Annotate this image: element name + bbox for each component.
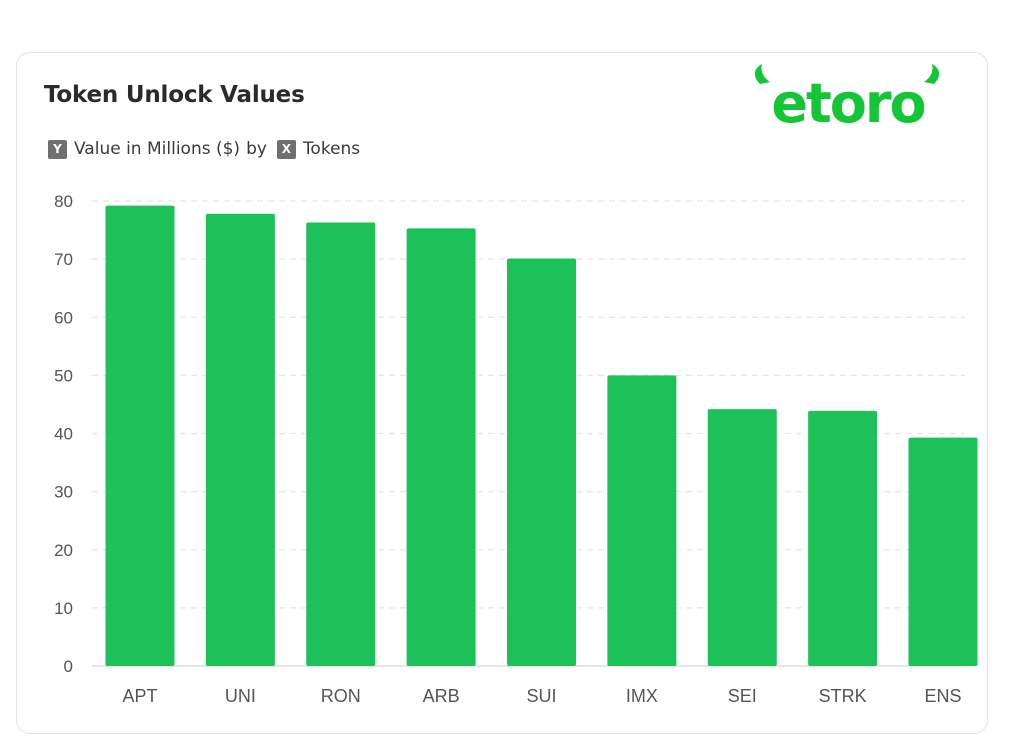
logo-wordmark: etoro: [771, 72, 924, 132]
chart-title: Token Unlock Values: [44, 82, 305, 108]
axis-legend: Y Value in Millions ($) by X Tokens: [48, 139, 360, 159]
y-tick-label: 80: [54, 192, 73, 211]
x-tick-label: SUI: [526, 686, 556, 706]
logo-left-horn: [754, 64, 770, 84]
x-tick-label: ENS: [924, 686, 961, 706]
y-tick-label: 60: [54, 308, 73, 327]
x-tick-label: RON: [321, 686, 361, 706]
logo-right-horn: [924, 64, 940, 84]
y-tick-label: 0: [64, 657, 73, 676]
y-tick-label: 40: [54, 425, 73, 444]
y-tick-label: 20: [54, 541, 73, 560]
x-tick-label: IMX: [626, 686, 658, 706]
x-tick-label: SEI: [728, 686, 757, 706]
y-tick-label: 50: [54, 366, 73, 385]
x-axis-label: Tokens: [302, 139, 361, 159]
bar-arb: [406, 228, 476, 666]
y-tick-label: 10: [54, 599, 73, 618]
y-axis-badge: Y: [48, 139, 67, 159]
bar-strk: [808, 410, 878, 666]
bar-apt: [105, 205, 175, 666]
bar-sei: [707, 409, 777, 666]
x-tick-label: ARB: [423, 686, 460, 706]
y-tick-label: 70: [54, 250, 73, 269]
x-tick-label: UNI: [225, 686, 256, 706]
x-tick-label: APT: [122, 686, 157, 706]
legend-by-text: by: [246, 139, 267, 159]
bar-ens: [908, 437, 978, 666]
bar-sui: [507, 258, 576, 666]
x-tick-label: STRK: [819, 686, 867, 706]
y-axis-label: Value in Millions ($): [74, 139, 241, 159]
y-tick-label: 30: [54, 483, 73, 502]
etoro-logo: etoro: [754, 64, 940, 132]
x-axis-badge: X: [276, 139, 296, 159]
bar-uni: [205, 213, 275, 666]
bar-ron: [306, 222, 376, 666]
bar-imx: [607, 375, 677, 666]
